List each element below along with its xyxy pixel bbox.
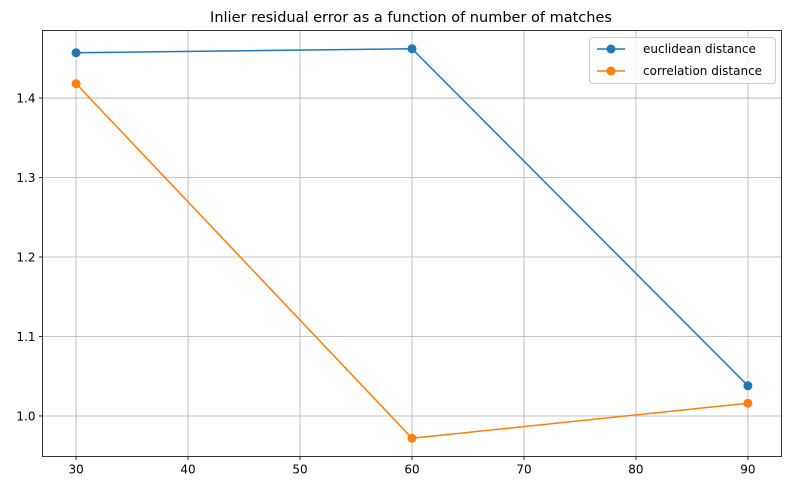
series-group	[71, 44, 753, 443]
legend: euclidean distance correlation distance	[589, 37, 776, 84]
y-tick-label: 1.3	[16, 171, 35, 185]
data-point	[71, 48, 81, 58]
y-tick-label: 1.1	[16, 330, 35, 344]
legend-label: euclidean distance	[643, 42, 756, 56]
data-point	[743, 381, 753, 391]
data-point	[743, 398, 753, 408]
data-point	[407, 433, 417, 443]
x-tick-label: 50	[292, 463, 307, 477]
y-tick-label: 1.2	[16, 250, 35, 264]
legend-label: correlation distance	[643, 64, 762, 78]
chart-title: Inlier residual error as a function of n…	[210, 10, 612, 26]
x-tick-label: 30	[68, 463, 83, 477]
data-point	[407, 44, 417, 54]
x-tick-label: 90	[740, 463, 755, 477]
x-tick-label: 80	[628, 463, 643, 477]
grid	[42, 30, 782, 457]
y-axis: 1.0 1.1 1.2 1.3 1.4	[16, 91, 43, 423]
legend-swatch-marker	[606, 66, 616, 76]
x-axis: 30 40 50 60 70 80 90	[68, 456, 756, 477]
y-tick-label: 1.4	[16, 91, 35, 105]
y-tick-label: 1.0	[16, 409, 35, 423]
x-tick-label: 60	[404, 463, 419, 477]
legend-item: euclidean distance	[597, 42, 756, 56]
data-point	[71, 79, 81, 89]
x-tick-label: 40	[180, 463, 195, 477]
legend-box	[589, 37, 776, 84]
legend-item: correlation distance	[597, 64, 762, 78]
legend-swatch-marker	[606, 44, 616, 54]
x-tick-label: 70	[516, 463, 531, 477]
